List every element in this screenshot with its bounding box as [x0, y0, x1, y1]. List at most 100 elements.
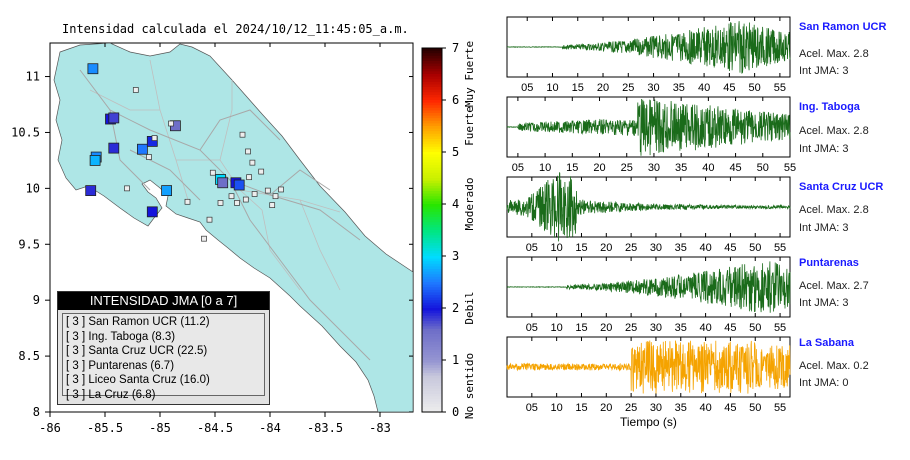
colorbar-segment [422, 261, 442, 265]
colorbar-segment [422, 300, 442, 304]
minor-station-marker [245, 148, 251, 155]
colorbar-segment [422, 367, 442, 371]
time-tick-label: 35 [675, 242, 687, 254]
intensity-legend: INTENSIDAD JMA [0 a 7] [ 3 ] San Ramon U… [57, 291, 270, 405]
roads [79, 69, 371, 361]
colorbar-segment [422, 318, 442, 322]
waveform-trace [506, 98, 791, 156]
colorbar-frame [421, 47, 443, 413]
minor-station-marker [146, 154, 152, 160]
map-title: Intensidad calculada el 2024/10/12_11:45… [62, 22, 409, 36]
colorbar-segment [422, 154, 442, 158]
minor-station-marker [201, 235, 207, 242]
colorbar-segment [422, 266, 442, 270]
legend-header: INTENSIDAD JMA [0 a 7] [58, 292, 269, 310]
minor-station-marker [246, 174, 252, 181]
colorbar-segment [422, 144, 442, 148]
colorbar-segment [422, 406, 442, 410]
colorbar-segment [422, 139, 442, 143]
colorbar-segment [422, 58, 442, 62]
colorbar-segment [422, 97, 442, 101]
legend-row: [ 3 ] La Cruz (6.8) [66, 388, 156, 401]
colorbar-segment [422, 308, 442, 312]
colorbar-segment [422, 55, 442, 59]
colorbar-segment [422, 214, 442, 218]
legend-row: [ 3 ] San Ramon UCR (11.2) [66, 316, 210, 328]
time-tick-label: 20 [597, 82, 609, 94]
colorbar-segment [422, 191, 442, 195]
time-tick-label: 50 [749, 322, 761, 334]
colorbar-segment [422, 349, 442, 353]
colorbar-segment [422, 198, 442, 202]
colorbar-segment [422, 68, 442, 72]
colorbar-segment [422, 66, 442, 70]
time-tick-label: 25 [625, 322, 637, 334]
y-tick-label: 8 [33, 405, 40, 419]
colorbar-segment [422, 362, 442, 366]
y-tick-label: 10 [26, 181, 40, 195]
time-tick-label: 35 [675, 402, 687, 414]
colorbar-segment [422, 84, 442, 88]
colorbar-segment [422, 357, 442, 361]
time-tick-label: 15 [572, 82, 584, 94]
colorbar-segment [422, 102, 442, 106]
colorbar-segment [422, 393, 442, 397]
colorbar-segment [422, 131, 442, 135]
colorbar-segment [422, 341, 442, 345]
colorbar-segment [422, 185, 442, 189]
colorbar-segment [422, 378, 442, 382]
station-name-la-sabana: La Sabana [799, 337, 855, 349]
colorbar-segment [422, 248, 442, 252]
legend-row: [ 3 ] Puntarenas (6.7) [66, 359, 175, 372]
station-marker [217, 177, 229, 189]
y-tick-label: 10.5 [11, 125, 40, 139]
colorbar-segment [422, 404, 442, 408]
time-tick-label: 55 [774, 82, 786, 94]
waveform-trace [506, 340, 791, 394]
station-accel: Acel. Max. 2.8 [799, 204, 869, 216]
time-tick-label: 45 [729, 162, 741, 174]
minor-station-marker [249, 159, 256, 166]
colorbar-tick-label: 3 [452, 249, 459, 263]
colorbar-segment [422, 204, 442, 208]
colorbar-segment [422, 175, 442, 179]
time-tick-label: 15 [575, 322, 587, 334]
colorbar-segment [422, 123, 442, 127]
colorbar-tick-label: 0 [452, 405, 459, 419]
time-tick-label: 25 [621, 162, 633, 174]
colorbar-segment [422, 180, 442, 184]
colorbar-segment [422, 146, 442, 150]
colorbar-segment [422, 360, 442, 364]
colorbar-segment [422, 217, 442, 221]
y-tick-label: 8.5 [18, 349, 40, 363]
station-marker [108, 112, 120, 124]
station-marker [85, 185, 97, 197]
colorbar-segment [422, 159, 442, 163]
colorbar-segment [422, 87, 442, 91]
minor-station-marker [251, 191, 258, 197]
minor-station-marker [132, 87, 139, 93]
minor-station-marker [242, 196, 249, 203]
time-tick-label: 20 [600, 402, 612, 414]
minor-station-marker [272, 193, 279, 200]
colorbar-segment [422, 401, 442, 405]
colorbar-segment [422, 230, 442, 234]
time-tick-label: 10 [551, 242, 563, 254]
time-tick-label: 05 [521, 82, 533, 94]
time-tick-label: 45 [724, 402, 736, 414]
station-accel: Acel. Max. 0.2 [799, 360, 869, 372]
colorbar-segment [422, 157, 442, 161]
colorbar-segment [422, 370, 442, 374]
time-tick-label: 25 [622, 82, 634, 94]
colorbar-segment [422, 237, 442, 241]
time-tick-label: 10 [551, 322, 563, 334]
waveform-panel: 05 10 15 20 25 30 35 40 45 50 55 [506, 16, 791, 94]
time-tick-label: 05 [526, 402, 538, 414]
minor-station-marker [217, 200, 224, 206]
colorbar-segment [422, 399, 442, 403]
colorbar-segment [422, 326, 442, 330]
time-tick-label: 05 [526, 242, 538, 254]
legend-row: [ 3 ] Santa Cruz UCR (22.5) [66, 345, 208, 357]
time-tick-label: 50 [757, 162, 769, 174]
map-x-axis: -86 -85.5 -85 -84.5 -84 -83.5 -83 [39, 43, 391, 435]
